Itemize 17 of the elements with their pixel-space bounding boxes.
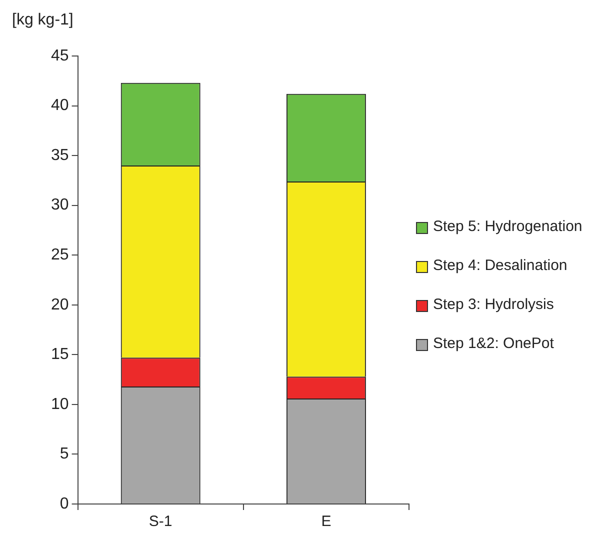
y-tick-label: 30 — [51, 196, 69, 214]
y-tick-label: 40 — [51, 97, 69, 114]
y-axis-title: [kg kg-1] — [12, 11, 74, 28]
y-tick-label: 35 — [51, 146, 69, 164]
legend-label: Step 3: Hydrolysis — [433, 296, 554, 313]
y-tick-label: 15 — [51, 346, 69, 364]
y-tick-label: 25 — [51, 246, 69, 264]
y-tick-label: 10 — [51, 396, 69, 413]
y-tick-label: 45 — [51, 47, 69, 64]
legend-label: Step 4: Desalination — [433, 257, 568, 274]
legend-label: Step 1&2: OnePot — [433, 335, 554, 352]
x-tick-label: S-1 — [148, 513, 172, 530]
x-tick-label: E — [321, 513, 332, 530]
y-tick-label: 20 — [51, 296, 69, 314]
legend-label: Step 5: Hydrogenation — [433, 218, 582, 235]
y-tick-label: 0 — [60, 495, 69, 512]
y-tick-label: 5 — [60, 446, 69, 463]
